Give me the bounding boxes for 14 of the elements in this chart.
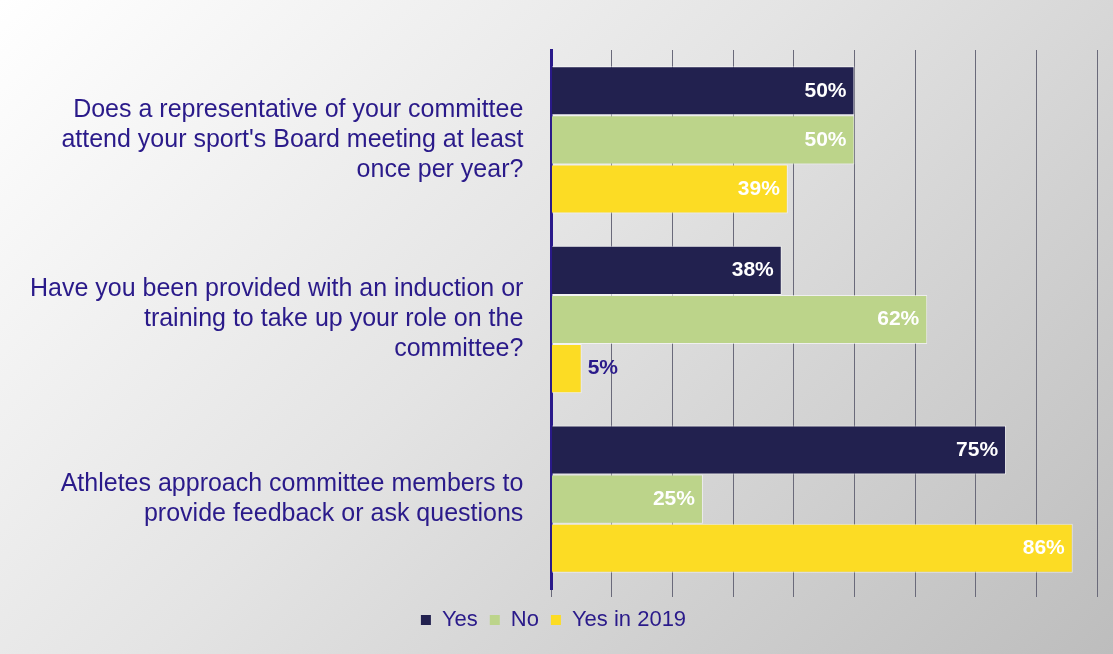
data-label: 25% [652, 485, 696, 509]
y-tick-label: Athletes approach committee members to provide feedback or ask questions [60, 468, 524, 527]
data-label: 38% [731, 257, 775, 281]
legend-label: No [510, 606, 539, 632]
data-label: 50% [804, 126, 847, 150]
data-label: 50% [804, 77, 847, 101]
data-label: 86% [1022, 535, 1066, 559]
data-label: 39% [737, 175, 781, 199]
data-label: 62% [877, 306, 920, 330]
y-tick-label: Does a representative of your committee attend your sport's Board meeting at least once per year? [61, 93, 524, 182]
legend-label: Yes in 2019 [571, 606, 687, 632]
y-tick-label: Have you been provided with an induction or training to take up your role on the committee? [30, 273, 524, 362]
legend-label: Yes [441, 606, 478, 632]
data-label: 75% [956, 436, 999, 460]
